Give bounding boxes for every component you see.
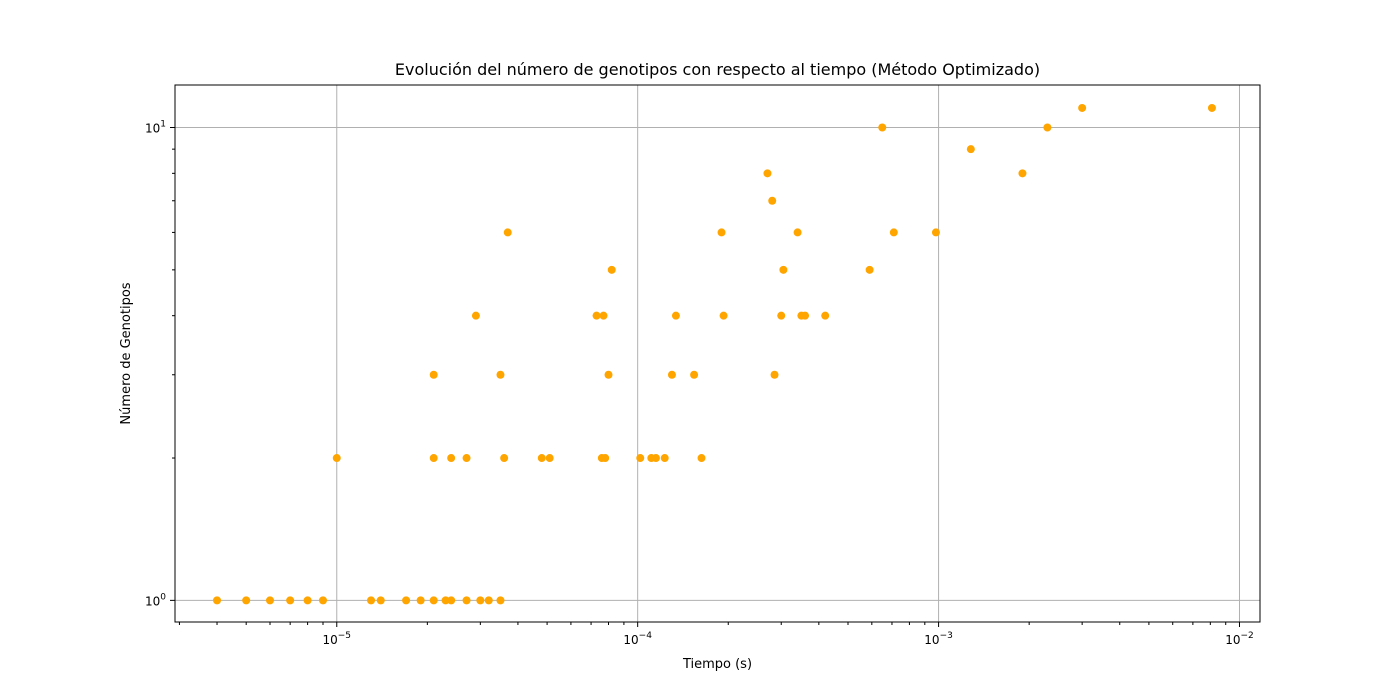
data-point (717, 228, 726, 237)
data-point (821, 311, 830, 320)
data-point (604, 370, 613, 379)
data-point (447, 596, 456, 605)
data-point (697, 454, 706, 463)
data-point (503, 228, 512, 237)
data-points (213, 103, 1216, 605)
data-point (286, 596, 295, 605)
data-point (889, 228, 898, 237)
ticks: 10−5 10−4 10−3 10−2 100 101 (145, 120, 1254, 647)
x-axis-label: Tiempo (s) (682, 657, 752, 672)
chart-title: Evolución del número de genotipos con re… (395, 60, 1040, 79)
data-point (671, 311, 680, 320)
data-point (416, 596, 425, 605)
y-axis-label: Número de Genotipos (119, 282, 134, 424)
data-point (636, 454, 645, 463)
data-point (1043, 123, 1052, 132)
data-point (496, 370, 505, 379)
data-point (779, 265, 788, 274)
data-point (660, 454, 669, 463)
data-point (1207, 103, 1216, 112)
data-point (719, 311, 728, 320)
grid (175, 85, 1260, 622)
data-point (500, 454, 509, 463)
data-point (429, 454, 438, 463)
data-point (332, 454, 341, 463)
data-point (667, 370, 676, 379)
data-point (471, 311, 480, 320)
data-point (931, 228, 940, 237)
data-point (367, 596, 376, 605)
data-point (496, 596, 505, 605)
data-point (592, 311, 601, 320)
data-point (607, 265, 616, 274)
data-point (793, 228, 802, 237)
data-point (376, 596, 385, 605)
data-point (690, 370, 699, 379)
data-point (878, 123, 887, 132)
data-point (462, 596, 471, 605)
data-point (545, 454, 554, 463)
data-point (801, 311, 810, 320)
data-point (441, 596, 450, 605)
x-tick-label: 10−4 (623, 631, 652, 647)
data-point (476, 596, 485, 605)
x-tick-label: 10−3 (924, 631, 953, 647)
data-point (1078, 103, 1087, 112)
data-point (484, 596, 493, 605)
data-point (599, 311, 608, 320)
data-point (266, 596, 275, 605)
data-point (770, 370, 779, 379)
data-point (242, 596, 251, 605)
data-point (763, 169, 772, 178)
data-point (1018, 169, 1027, 178)
y-tick-label: 100 (145, 592, 166, 608)
data-point (777, 311, 786, 320)
data-point (429, 596, 438, 605)
data-point (601, 454, 610, 463)
x-tick-label: 10−2 (1225, 631, 1254, 647)
x-tick-label: 10−5 (322, 631, 351, 647)
data-point (319, 596, 327, 605)
data-point (768, 196, 777, 205)
data-point (966, 145, 975, 154)
data-point (213, 596, 222, 605)
data-point (303, 596, 312, 605)
data-point (402, 596, 411, 605)
y-tick-label: 101 (145, 120, 166, 136)
data-point (865, 265, 874, 274)
data-point (537, 454, 546, 463)
data-point (651, 454, 660, 463)
data-point (429, 370, 438, 379)
data-point (447, 454, 456, 463)
data-point (462, 454, 471, 463)
axes-frame (174, 84, 1261, 623)
